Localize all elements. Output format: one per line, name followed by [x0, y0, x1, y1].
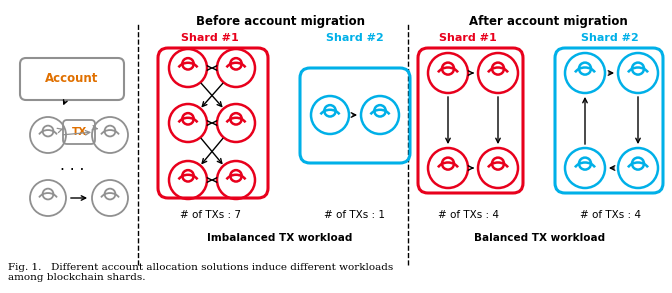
- Text: # of TXs : 7: # of TXs : 7: [179, 210, 241, 220]
- FancyBboxPatch shape: [20, 58, 124, 100]
- Text: Account: Account: [45, 72, 99, 86]
- FancyBboxPatch shape: [63, 120, 95, 144]
- Text: Before account migration: Before account migration: [196, 14, 364, 28]
- Text: # of TXs : 4: # of TXs : 4: [579, 210, 640, 220]
- Text: # of TXs : 4: # of TXs : 4: [437, 210, 499, 220]
- Text: Fig. 1.   Different account allocation solutions induce different workloads
amon: Fig. 1. Different account allocation sol…: [8, 263, 393, 282]
- Text: Imbalanced TX workload: Imbalanced TX workload: [208, 233, 353, 243]
- Text: Balanced TX workload: Balanced TX workload: [474, 233, 605, 243]
- Text: TX: TX: [71, 127, 87, 137]
- Text: Shard #1: Shard #1: [181, 33, 239, 43]
- Text: Shard #2: Shard #2: [581, 33, 639, 43]
- Text: Shard #2: Shard #2: [326, 33, 384, 43]
- Text: After account migration: After account migration: [468, 14, 628, 28]
- Text: # of TXs : 1: # of TXs : 1: [325, 210, 386, 220]
- Text: . . .: . . .: [60, 158, 84, 173]
- Text: Shard #1: Shard #1: [439, 33, 497, 43]
